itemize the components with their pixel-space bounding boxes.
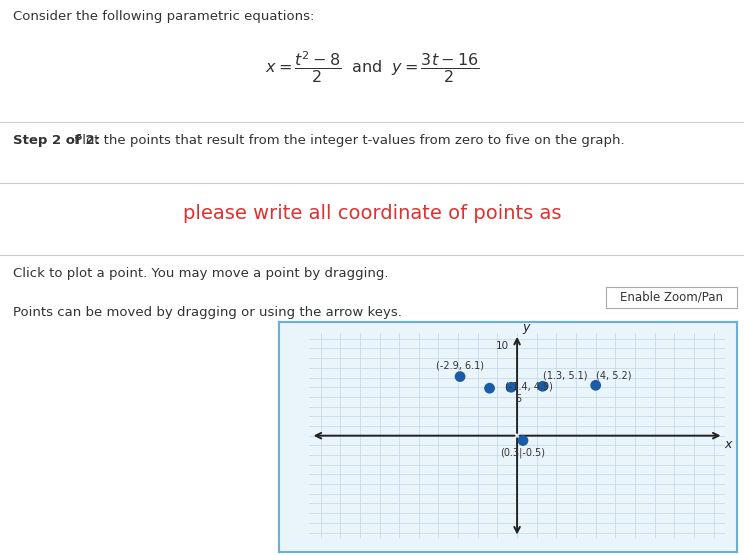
Text: $x = \dfrac{t^2 - 8}{2}$  and  $y = \dfrac{3t - 16}{2}$: $x = \dfrac{t^2 - 8}{2}$ and $y = \dfrac…	[265, 49, 479, 84]
Point	[517, 436, 529, 445]
Text: x: x	[725, 438, 732, 451]
Text: Consider the following parametric equations:: Consider the following parametric equati…	[13, 10, 315, 23]
Text: please write all coordinate of points as: please write all coordinate of points as	[183, 204, 561, 223]
Text: (1.3, 5.1): (1.3, 5.1)	[542, 371, 587, 381]
Point	[454, 372, 466, 381]
Text: Plot the points that result from the integer t-values from zero to five on the g: Plot the points that result from the int…	[70, 134, 624, 147]
Point	[484, 384, 496, 392]
Text: Enable Zoom/Pan: Enable Zoom/Pan	[620, 291, 723, 304]
Text: (4, 5.2): (4, 5.2)	[596, 371, 631, 381]
Point	[505, 383, 517, 392]
Point	[536, 382, 548, 391]
Text: 10: 10	[496, 341, 509, 351]
Text: (0.3|-0.5): (0.3|-0.5)	[501, 447, 545, 458]
Text: Points can be moved by dragging or using the arrow keys.: Points can be moved by dragging or using…	[13, 306, 403, 319]
Point	[590, 381, 602, 390]
Text: Click to plot a point. You may move a point by dragging.: Click to plot a point. You may move a po…	[13, 267, 389, 280]
Text: y: y	[522, 321, 530, 335]
Text: (-1.4, 4.9): (-1.4, 4.9)	[505, 381, 553, 391]
Text: Step 2 of 2:: Step 2 of 2:	[13, 134, 100, 147]
Text: (-2.9, 6.1): (-2.9, 6.1)	[436, 361, 484, 371]
Text: 5: 5	[515, 394, 522, 404]
